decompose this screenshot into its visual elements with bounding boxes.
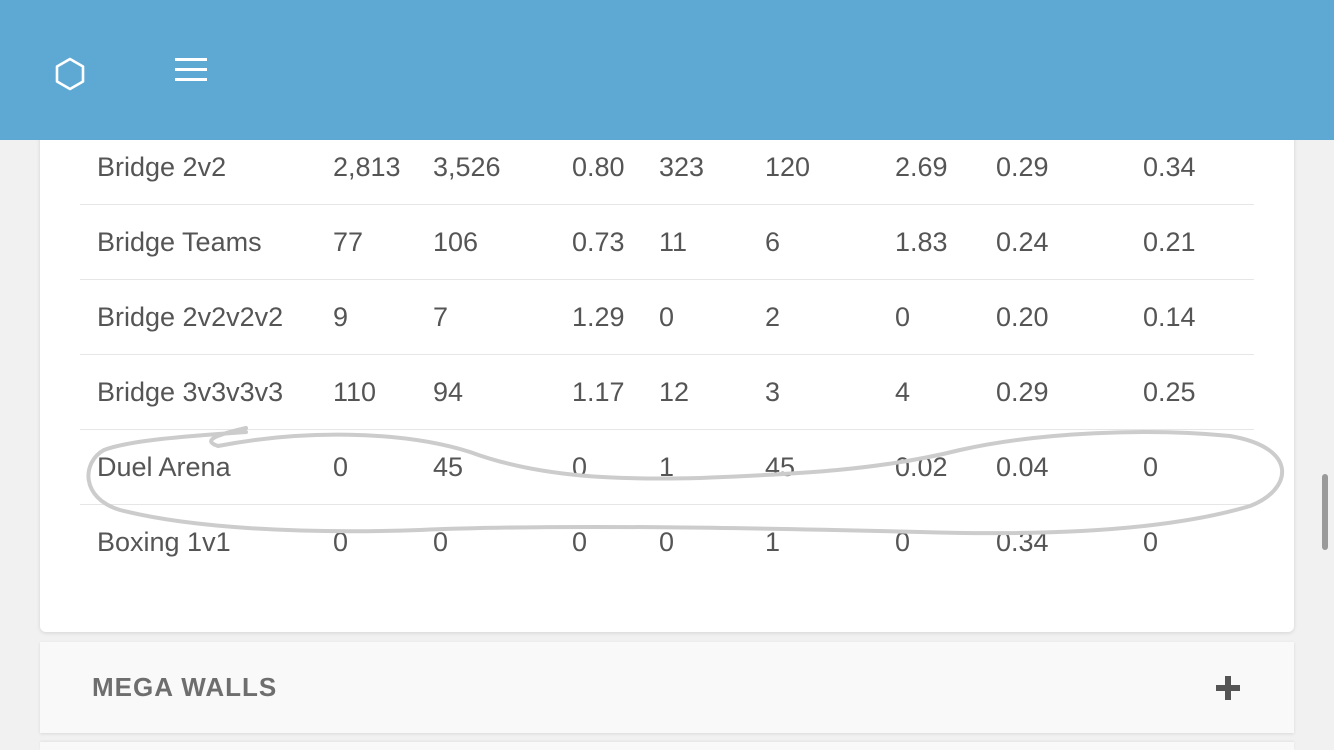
stat-cell: 9 — [333, 302, 349, 332]
table-row: Bridge 2v2 2,813 3,526 0.80 323 120 2.69 0.29 0.… — [80, 130, 1254, 205]
stat-cell: 3 — [765, 377, 781, 407]
stat-cell: 0.20 — [996, 302, 1049, 332]
table-row: Duel Arena 0 45 0 1 45 0.02 0.04 0 — [80, 430, 1254, 505]
plus-icon[interactable] — [1216, 676, 1240, 700]
stat-cell: 120 — [765, 152, 811, 182]
stat-cell: 6 — [765, 227, 781, 257]
stat-cell: 0.34 — [996, 527, 1049, 557]
hamburger-menu-icon[interactable] — [172, 55, 210, 85]
stat-cell: 0.21 — [1143, 227, 1196, 257]
hexagon-icon[interactable] — [52, 56, 88, 92]
stats-table: Bridge 2v2 2,813 3,526 0.80 323 120 2.69 0.29 0.… — [80, 130, 1254, 579]
stat-cell: 3,526 — [433, 152, 501, 182]
stat-cell: 1.29 — [572, 302, 625, 332]
stat-cell: 0 — [1143, 527, 1159, 557]
stat-cell: 0 — [333, 452, 349, 482]
stat-cell: 94 — [433, 377, 464, 407]
stat-cell: 7 — [433, 302, 449, 332]
section-mega-walls[interactable]: MEGA WALLS — [40, 642, 1294, 733]
stat-cell: 0.14 — [1143, 302, 1196, 332]
stat-cell: 0.34 — [1143, 152, 1196, 182]
stat-cell: 45 — [765, 452, 796, 482]
stat-cell: 323 — [659, 152, 705, 182]
stat-cell: 0.80 — [572, 152, 625, 182]
stat-cell: 45 — [433, 452, 464, 482]
stat-cell: 0.02 — [895, 452, 948, 482]
stat-cell: 1.83 — [895, 227, 948, 257]
stat-cell: 0 — [895, 527, 911, 557]
stat-cell: 1 — [765, 527, 781, 557]
stat-cell: 0 — [659, 302, 675, 332]
stat-cell: 4 — [895, 377, 911, 407]
stat-cell: 77 — [333, 227, 364, 257]
stat-cell: 0 — [572, 452, 588, 482]
stat-cell: 1 — [659, 452, 675, 482]
stat-cell: 0.25 — [1143, 377, 1196, 407]
game-mode-cell: Bridge Teams — [97, 227, 262, 257]
stat-cell: 0.29 — [996, 152, 1049, 182]
game-mode-cell: Duel Arena — [97, 452, 231, 482]
table-row: Bridge 3v3v3v3 110 94 1.17 12 3 4 0.29 0.25 — [80, 355, 1254, 430]
stat-cell: 0 — [433, 527, 449, 557]
table-row: Bridge 2v2v2v2 9 7 1.29 0 2 0 0.20 0.14 — [80, 280, 1254, 355]
top-app-bar — [0, 0, 1334, 140]
stat-cell: 0 — [659, 527, 675, 557]
table-row: Boxing 1v1 0 0 0 0 1 0 0.34 0 — [80, 505, 1254, 579]
stat-cell: 1.17 — [572, 377, 625, 407]
stat-cell: 11 — [659, 227, 688, 257]
stat-cell: 0 — [572, 527, 588, 557]
scrollbar-thumb[interactable] — [1322, 474, 1328, 550]
stat-cell: 0.04 — [996, 452, 1049, 482]
stat-cell: 0 — [1143, 452, 1159, 482]
game-mode-cell: Bridge 3v3v3v3 — [97, 377, 284, 407]
game-mode-cell: Bridge 2v2v2v2 — [97, 302, 284, 332]
game-mode-cell: Boxing 1v1 — [97, 527, 231, 557]
stat-cell: 2 — [765, 302, 781, 332]
stat-cell: 110 — [333, 377, 377, 407]
stat-cell: 0.73 — [572, 227, 625, 257]
stat-cell: 0.29 — [996, 377, 1049, 407]
stat-cell: 0.24 — [996, 227, 1049, 257]
next-section-edge — [40, 742, 1294, 750]
table-row: Bridge Teams 77 106 0.73 11 6 1.83 0.24 0.21 — [80, 205, 1254, 280]
stat-cell: 2.69 — [895, 152, 948, 182]
stat-cell: 106 — [433, 227, 479, 257]
section-title: MEGA WALLS — [92, 672, 278, 702]
stat-cell: 12 — [659, 377, 690, 407]
stats-card — [40, 100, 1294, 632]
stat-cell: 0 — [895, 302, 911, 332]
stat-cell: 2,813 — [333, 152, 401, 182]
stat-cell: 0 — [333, 527, 349, 557]
game-mode-cell: Bridge 2v2 — [97, 152, 227, 182]
